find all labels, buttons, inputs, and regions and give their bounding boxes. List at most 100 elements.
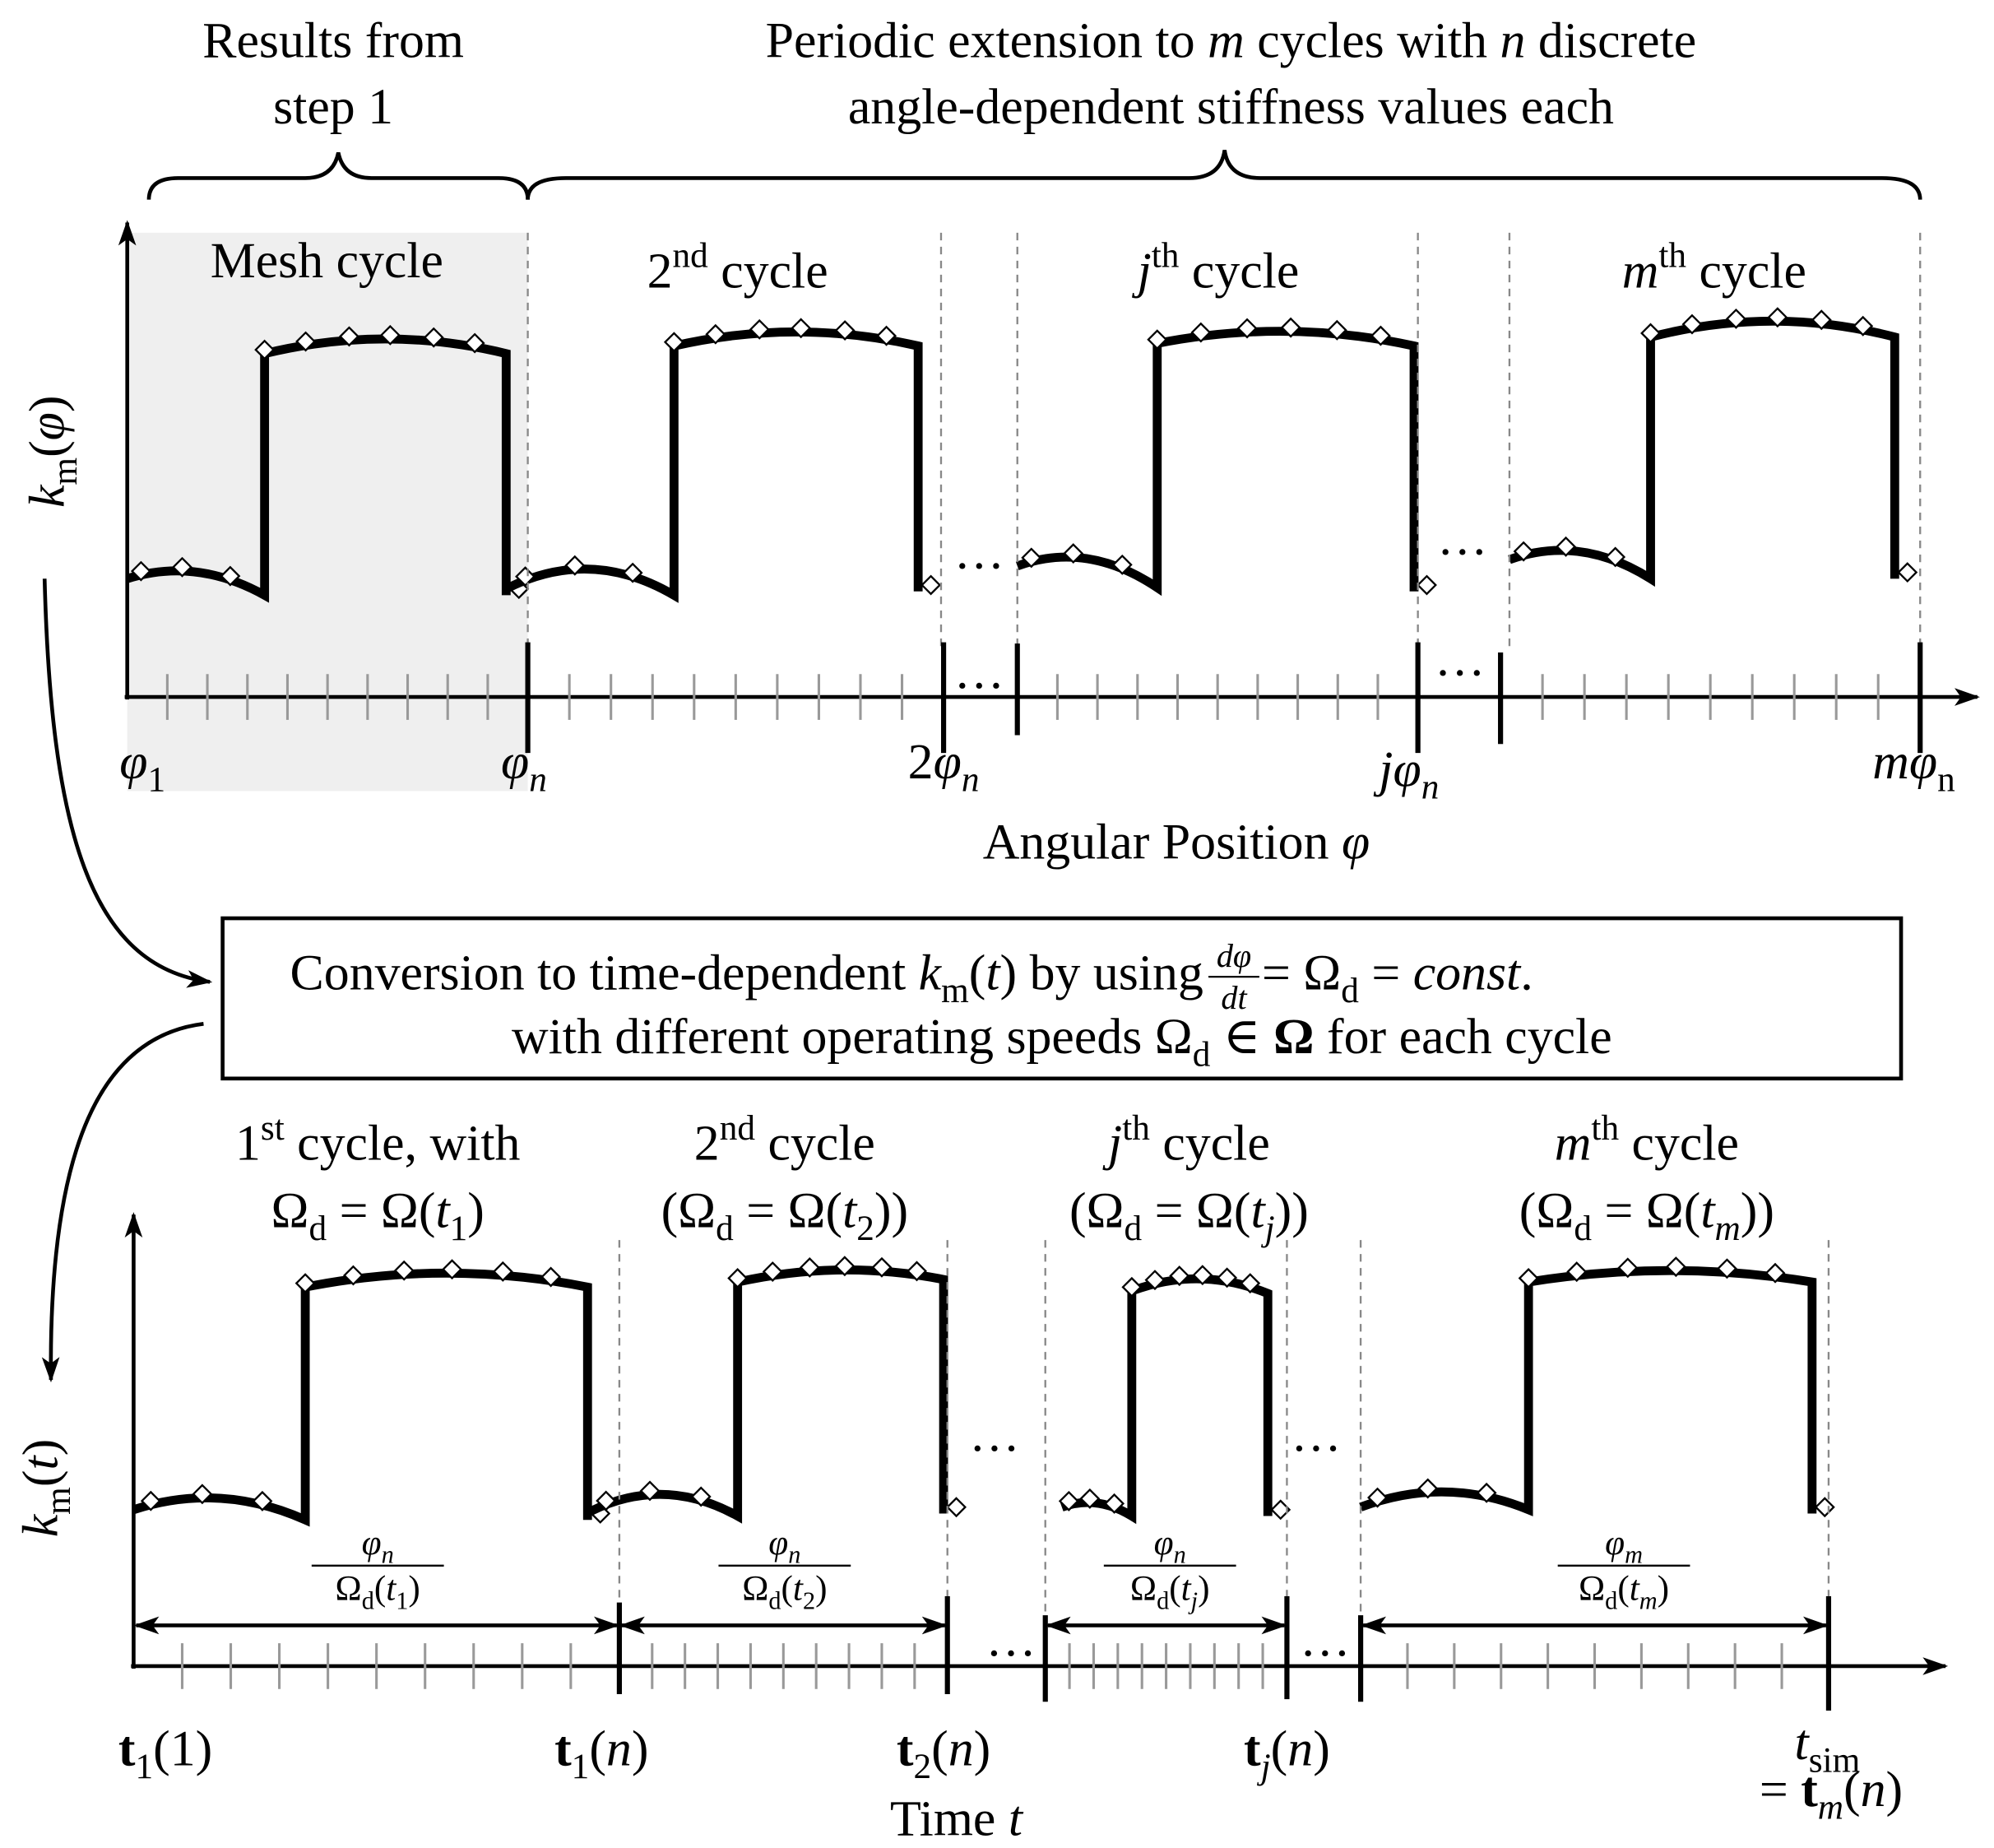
text-part: = bbox=[1359, 945, 1413, 1001]
interval-den: Ωd(tm) bbox=[1579, 1569, 1669, 1615]
sample-point bbox=[1063, 543, 1084, 564]
sample-point bbox=[515, 566, 536, 587]
sample-point bbox=[1121, 1276, 1143, 1298]
sample-point bbox=[876, 325, 897, 346]
text-part: m bbox=[941, 971, 969, 1010]
text-part: 2 bbox=[647, 243, 673, 299]
text-part: j bbox=[1261, 1209, 1275, 1248]
text-part: ∈ bbox=[1210, 1009, 1273, 1065]
text-part: 1 bbox=[450, 1209, 468, 1248]
text-part: n bbox=[1861, 1762, 1886, 1818]
ellipsis: ··· bbox=[1291, 1421, 1342, 1477]
y-axis-label: km(t) bbox=[13, 1439, 78, 1537]
sample-point bbox=[252, 1490, 273, 1511]
text-part: 2 bbox=[803, 1586, 815, 1614]
text-part: Ω bbox=[336, 1569, 362, 1609]
x-tick-label: tj(n) bbox=[1244, 1721, 1330, 1786]
text-part: n bbox=[1174, 1541, 1186, 1569]
text-part: (Ω bbox=[1519, 1183, 1574, 1239]
text-part: k bbox=[13, 1513, 69, 1537]
text-part: d bbox=[362, 1586, 374, 1614]
sample-point bbox=[338, 326, 359, 347]
sample-point bbox=[1217, 1267, 1238, 1288]
text-part: k bbox=[19, 484, 75, 508]
interval-den: Ωd(t2) bbox=[742, 1569, 827, 1615]
sample-point bbox=[1814, 1497, 1835, 1518]
text-part: d bbox=[1193, 1034, 1211, 1074]
text-part: m bbox=[1639, 1586, 1658, 1614]
text-part: n bbox=[1421, 768, 1440, 807]
x-tick-label: 2φn bbox=[908, 734, 980, 799]
text-part: t bbox=[13, 1455, 69, 1470]
x-axis-label: Angular Position φ bbox=[983, 814, 1370, 870]
sample-point bbox=[1617, 1257, 1639, 1279]
interval-den: Ωd(tj) bbox=[1130, 1569, 1210, 1615]
text-part: j bbox=[1102, 1116, 1122, 1172]
text-part: nd bbox=[720, 1108, 756, 1148]
text-part: n bbox=[529, 759, 547, 799]
text-part: φ bbox=[19, 412, 75, 440]
x-tick-label: mφn bbox=[1872, 734, 1955, 799]
text-part: ) bbox=[1198, 1569, 1209, 1609]
text-part: ) by using bbox=[1000, 945, 1203, 1001]
text-part: nd bbox=[673, 236, 709, 276]
sample-point bbox=[1280, 317, 1301, 338]
sample-point bbox=[1518, 1268, 1539, 1288]
text-part: t bbox=[1181, 1569, 1192, 1609]
brace bbox=[146, 151, 530, 200]
cycle-label: (Ωd = Ω(tm)) bbox=[1519, 1183, 1774, 1248]
text-part: 2 bbox=[913, 1747, 931, 1786]
stiffness-curve bbox=[1359, 1265, 1817, 1516]
cycle-label: 1st cycle, with bbox=[235, 1108, 521, 1172]
text-part: φ bbox=[119, 734, 147, 790]
sample-point bbox=[791, 318, 812, 339]
text-part: cycle bbox=[1150, 1116, 1270, 1172]
text-part: m bbox=[1625, 1541, 1643, 1569]
text-part: Ω bbox=[1579, 1569, 1605, 1609]
cycle-label: mth cycle bbox=[1555, 1108, 1739, 1172]
text-part: ) bbox=[1886, 1762, 1904, 1818]
cycle-label: Ωd = Ω(t1) bbox=[271, 1183, 485, 1248]
text-part: )) bbox=[1275, 1183, 1309, 1239]
x-tick-label: t1(n) bbox=[554, 1721, 648, 1786]
text-part: φ bbox=[362, 1523, 382, 1562]
text-part: (1) bbox=[153, 1721, 212, 1777]
sample-point bbox=[492, 1261, 513, 1282]
sample-point bbox=[1716, 1258, 1737, 1279]
sample-point bbox=[1767, 307, 1788, 328]
sample-point bbox=[130, 560, 151, 582]
ellipsis: ··· bbox=[1437, 524, 1488, 580]
text-part: ) bbox=[1658, 1569, 1669, 1609]
text-part: m bbox=[1555, 1116, 1592, 1172]
text-part: 1 bbox=[572, 1747, 590, 1786]
ellipsis: ··· bbox=[1435, 645, 1486, 701]
text-part: d bbox=[1574, 1209, 1592, 1248]
sample-point bbox=[1764, 1262, 1786, 1284]
stiffness-curve bbox=[1060, 1274, 1273, 1525]
text-part: )) bbox=[874, 1183, 908, 1239]
cycle-label: Mesh cycle bbox=[211, 233, 443, 289]
text-part: m bbox=[45, 457, 85, 485]
text-part: t bbox=[1630, 1569, 1640, 1609]
ellipsis: ··· bbox=[953, 538, 1004, 594]
text-part: cycle bbox=[755, 1116, 875, 1172]
sample-point bbox=[727, 1268, 749, 1288]
text-part: Time bbox=[890, 1791, 1009, 1847]
brace-label: Results from bbox=[202, 13, 464, 69]
cycle-label: jth cycle bbox=[1102, 1108, 1270, 1172]
text-part: . bbox=[1520, 945, 1533, 1001]
sample-point bbox=[1897, 562, 1918, 583]
sample-point bbox=[663, 332, 684, 353]
text-part: m bbox=[1622, 243, 1659, 299]
text-part: n bbox=[1937, 759, 1955, 799]
x-tick-label: φn bbox=[501, 734, 547, 799]
text-part: t bbox=[793, 1569, 804, 1609]
text-part: ) bbox=[13, 1439, 69, 1456]
text-part: m bbox=[1818, 1787, 1843, 1827]
text-part: ( bbox=[781, 1569, 792, 1609]
text-part: d bbox=[716, 1209, 734, 1248]
text-part: j bbox=[1188, 1586, 1198, 1614]
text-part: φ bbox=[768, 1523, 788, 1562]
